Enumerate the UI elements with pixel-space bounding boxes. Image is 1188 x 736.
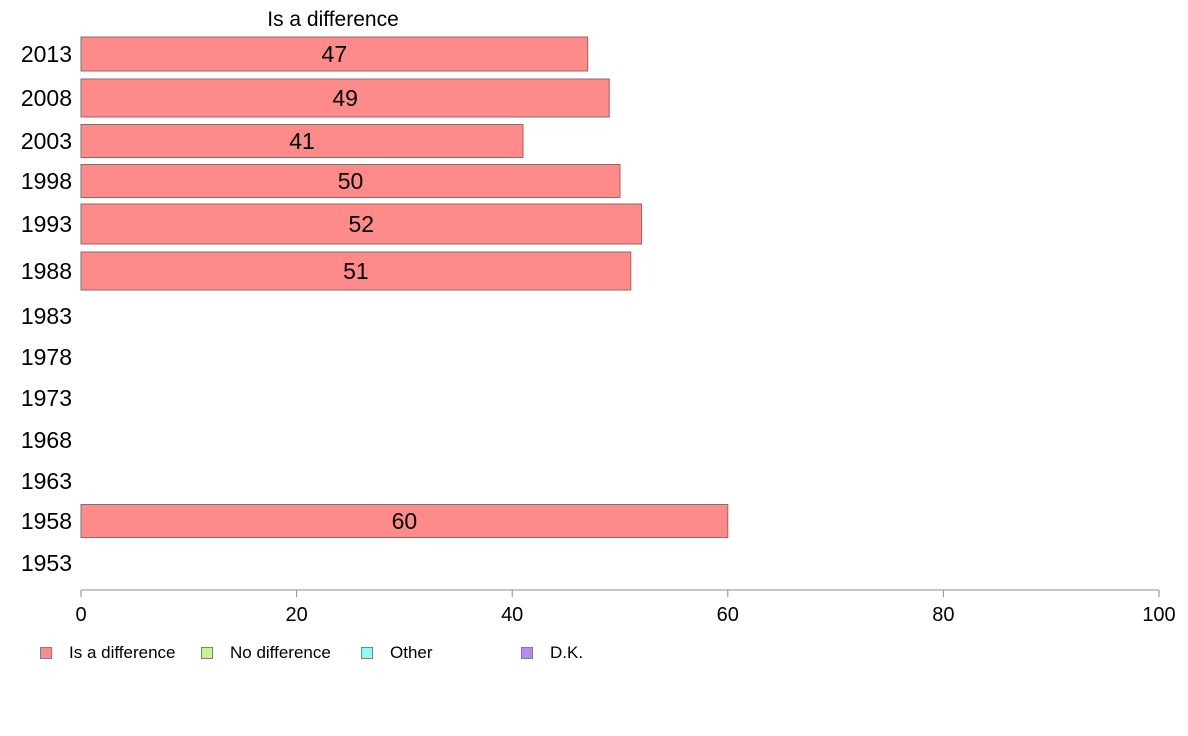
bar-value-label: 47 (322, 41, 348, 67)
y-tick-label: 2008 (21, 85, 72, 111)
bar-value-label: 52 (348, 211, 374, 237)
y-tick-label: 2013 (21, 41, 72, 67)
y-tick-label: 2003 (21, 128, 72, 154)
legend-swatch-other (361, 647, 373, 659)
bar-chart: Is a difference 47 49 41 50 52 51 60 2013 2008 2… (21, 8, 1176, 626)
y-tick-label: 1968 (21, 427, 72, 453)
legend-label: Other (390, 643, 433, 662)
legend-label: Is a difference (69, 643, 176, 662)
chart-title: Is a difference (267, 8, 399, 31)
legend: Is a difference No difference Other D.K. (0, 642, 1188, 666)
y-tick-label: 1993 (21, 211, 72, 237)
y-tick-label: 1978 (21, 344, 72, 370)
bar (80, 504, 729, 538)
x-tick-label: 40 (501, 604, 523, 626)
bar (80, 78, 610, 118)
y-tick-label: 1973 (21, 385, 72, 411)
legend-label: D.K. (550, 643, 584, 662)
legend-item-other: Other (361, 642, 433, 664)
y-tick-label: 1998 (21, 168, 72, 194)
bar-value-label: 50 (338, 168, 364, 194)
bar-value-label: 51 (343, 258, 369, 284)
bar (80, 164, 621, 198)
x-tick-label: 80 (932, 604, 954, 626)
bar (80, 203, 643, 245)
legend-swatch-dk (521, 647, 533, 659)
bar (80, 36, 589, 72)
x-tick-label: 20 (285, 604, 307, 626)
legend-item-no-difference: No difference (201, 642, 331, 664)
x-tick-label: 60 (717, 604, 739, 626)
bar-value-label: 49 (332, 85, 358, 111)
legend-swatch-is-a-difference (40, 647, 52, 659)
legend-item-dk: D.K. (521, 642, 583, 664)
bar-value-label: 41 (289, 128, 315, 154)
y-tick-label: 1983 (21, 303, 72, 329)
legend-swatch-no-difference (201, 647, 213, 659)
legend-label: No difference (230, 643, 331, 662)
y-tick-label: 1958 (21, 508, 72, 534)
bar (80, 251, 632, 291)
y-tick-label: 1953 (21, 550, 72, 576)
x-tick-label: 0 (75, 604, 86, 626)
bar (80, 124, 524, 158)
legend-item-is-a-difference: Is a difference (40, 642, 175, 664)
x-tick-label: 100 (1142, 604, 1175, 626)
y-tick-label: 1988 (21, 258, 72, 284)
bar-value-label: 60 (392, 508, 418, 534)
y-tick-label: 1963 (21, 468, 72, 494)
